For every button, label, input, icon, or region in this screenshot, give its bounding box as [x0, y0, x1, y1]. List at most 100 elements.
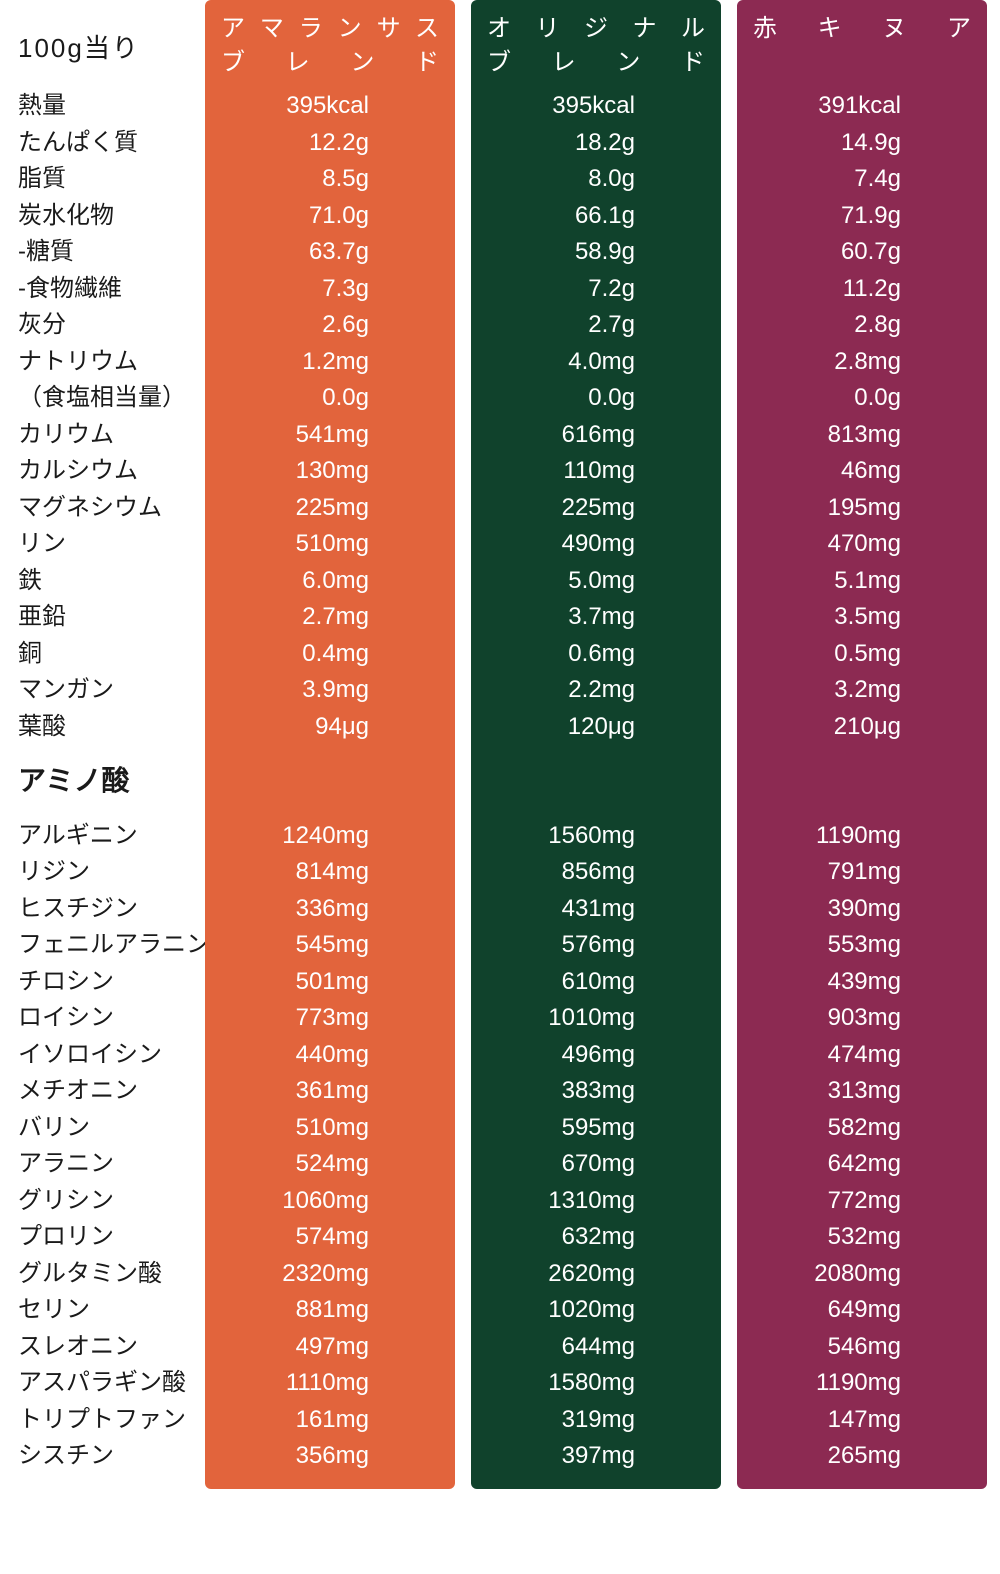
nutrient-value: 773mg [205, 1000, 455, 1037]
nutrient-value: 1190mg [737, 1365, 987, 1402]
nutrient-label: グリシン [0, 1183, 205, 1220]
nutrient-value: 595mg [471, 1110, 721, 1147]
nutrient-value: 474mg [737, 1037, 987, 1074]
column-original-blend: オリジナル ブレンド 395kcal18.2g8.0g66.1g58.9g7.2… [471, 0, 721, 1489]
nutrient-label: セリン [0, 1292, 205, 1329]
nutrient-value: 2.8g [737, 307, 987, 344]
nutrient-value: 2.2mg [471, 672, 721, 709]
nutrient-value: 3.9mg [205, 672, 455, 709]
nutrient-label: アルギニン [0, 818, 205, 855]
column-gap [455, 0, 471, 1489]
nutrient-value: 5.1mg [737, 563, 987, 600]
nutrient-value: 490mg [471, 526, 721, 563]
column-header-amaranth: アマランサス ブレンド [205, 8, 455, 88]
nutrient-value: 71.0g [205, 198, 455, 235]
per-100g-label: 100g当り [0, 8, 205, 88]
column-amaranth-blend: アマランサス ブレンド 395kcal12.2g8.5g71.0g63.7g7.… [205, 0, 455, 1489]
nutrient-label: プロリン [0, 1219, 205, 1256]
nutrient-value: 7.3g [205, 271, 455, 308]
nutrient-value: 501mg [205, 964, 455, 1001]
nutrition-table: 100g当り 熱量たんぱく質脂質炭水化物‐糖質‐食物繊維灰分ナトリウム（食塩相当… [0, 0, 1000, 1489]
nutrient-value: 2.8mg [737, 344, 987, 381]
nutrient-value: 0.4mg [205, 636, 455, 673]
nutrient-value: 496mg [471, 1037, 721, 1074]
section-gap [471, 745, 721, 818]
nutrient-value: 772mg [737, 1183, 987, 1220]
nutrient-value: 58.9g [471, 234, 721, 271]
col-head-line1: オリジナル [487, 12, 705, 46]
section-heading: アミノ酸 [0, 745, 205, 818]
nutrient-label: カルシウム [0, 453, 205, 490]
column-red-quinoa: 赤キヌア 391kcal14.9g7.4g71.9g60.7g11.2g2.8g… [737, 0, 987, 1489]
nutrient-label: メチオニン [0, 1073, 205, 1110]
nutrient-label: マグネシウム [0, 490, 205, 527]
column-gap [721, 0, 737, 1489]
nutrient-label: グルタミン酸 [0, 1256, 205, 1293]
nutrient-value: 0.6mg [471, 636, 721, 673]
nutrient-value: 3.2mg [737, 672, 987, 709]
nutrient-label: リジン [0, 854, 205, 891]
nutrient-value: 71.9g [737, 198, 987, 235]
nutrient-value: 11.2g [737, 271, 987, 308]
nutrient-value: 510mg [205, 1110, 455, 1147]
nutrient-value: 395kcal [471, 88, 721, 125]
nutrient-value: 1110mg [205, 1365, 455, 1402]
nutrient-value: 147mg [737, 1402, 987, 1439]
col-head-line1: アマランサス [221, 12, 439, 46]
nutrient-value: 814mg [205, 854, 455, 891]
nutrient-value: 397mg [471, 1438, 721, 1475]
nutrient-label: ヒスチジン [0, 891, 205, 928]
nutrient-label: スレオニン [0, 1329, 205, 1366]
nutrient-value: 2.6g [205, 307, 455, 344]
labels-column: 100g当り 熱量たんぱく質脂質炭水化物‐糖質‐食物繊維灰分ナトリウム（食塩相当… [0, 0, 205, 1489]
nutrient-value: 553mg [737, 927, 987, 964]
nutrient-value: 12.2g [205, 125, 455, 162]
nutrient-label: 亜鉛 [0, 599, 205, 636]
nutrient-label: シスチン [0, 1438, 205, 1475]
nutrient-value: 120μg [471, 709, 721, 746]
nutrient-value: 0.5mg [737, 636, 987, 673]
nutrient-value: 225mg [471, 490, 721, 527]
nutrient-value: 440mg [205, 1037, 455, 1074]
nutrient-value: 644mg [471, 1329, 721, 1366]
nutrient-value: 649mg [737, 1292, 987, 1329]
nutrient-value: 265mg [737, 1438, 987, 1475]
nutrient-value: 161mg [205, 1402, 455, 1439]
nutrient-value: 395kcal [205, 88, 455, 125]
nutrient-value: 582mg [737, 1110, 987, 1147]
nutrient-value: 791mg [737, 854, 987, 891]
column-header-red-quinoa: 赤キヌア [737, 8, 987, 88]
nutrient-value: 14.9g [737, 125, 987, 162]
nutrient-value: 813mg [737, 417, 987, 454]
nutrient-value: 63.7g [205, 234, 455, 271]
nutrient-value: 4.0mg [471, 344, 721, 381]
nutrient-value: 1580mg [471, 1365, 721, 1402]
nutrient-label: 脂質 [0, 161, 205, 198]
nutrient-value: 2080mg [737, 1256, 987, 1293]
nutrient-value: 2.7mg [205, 599, 455, 636]
nutrient-value: 356mg [205, 1438, 455, 1475]
nutrient-value: 319mg [471, 1402, 721, 1439]
nutrient-label: 葉酸 [0, 709, 205, 746]
nutrient-value: 195mg [737, 490, 987, 527]
nutrient-value: 670mg [471, 1146, 721, 1183]
nutrient-label: （食塩相当量） [0, 380, 205, 417]
column-header-original: オリジナル ブレンド [471, 8, 721, 88]
nutrient-label: 炭水化物 [0, 198, 205, 235]
nutrient-value: 1020mg [471, 1292, 721, 1329]
nutrient-value: 881mg [205, 1292, 455, 1329]
nutrient-value: 1060mg [205, 1183, 455, 1220]
nutrient-value: 616mg [471, 417, 721, 454]
nutrient-value: 66.1g [471, 198, 721, 235]
nutrient-label: 灰分 [0, 307, 205, 344]
nutrient-label: バリン [0, 1110, 205, 1147]
nutrient-label: アスパラギン酸 [0, 1365, 205, 1402]
nutrient-label: たんぱく質 [0, 125, 205, 162]
nutrient-value: 313mg [737, 1073, 987, 1110]
nutrient-value: 532mg [737, 1219, 987, 1256]
col-head-line2: ブレンド [487, 46, 705, 80]
nutrient-value: 94μg [205, 709, 455, 746]
nutrient-value: 6.0mg [205, 563, 455, 600]
nutrient-value: 3.5mg [737, 599, 987, 636]
nutrient-value: 1240mg [205, 818, 455, 855]
